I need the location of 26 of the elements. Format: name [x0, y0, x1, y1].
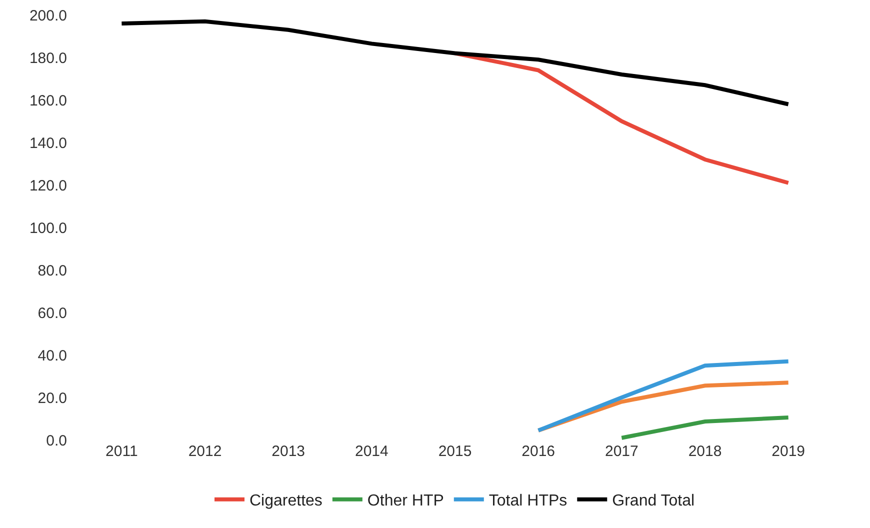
legend-label: Grand Total: [612, 492, 695, 510]
x-tick-label: 2013: [272, 443, 306, 460]
line-series: [536, 359, 790, 432]
y-tick-label: 20.0: [38, 390, 67, 407]
y-tick-label: 180.0: [29, 50, 67, 67]
legend-label: Total HTPs: [488, 492, 568, 510]
y-tick-label: 40.0: [38, 347, 67, 364]
x-tick-label: 2018: [688, 443, 722, 460]
line-series: [120, 19, 790, 106]
y-tick-label: 120.0: [29, 177, 67, 194]
x-tick-label: 2017: [604, 443, 638, 460]
y-tick-label: 0.0: [46, 432, 67, 450]
y-tick-label: 160.0: [29, 92, 67, 110]
x-tick-label: 2019: [772, 443, 806, 460]
y-tick-label: 60.0: [38, 304, 67, 322]
x-tick-label: 2016: [522, 443, 556, 460]
y-tick-label: 140.0: [29, 134, 67, 152]
legend-label: Other HTP: [367, 492, 444, 510]
x-tick-label: 2014: [354, 443, 388, 460]
legend-label: Cigarettes: [250, 492, 322, 510]
y-tick-label: 100.0: [29, 220, 67, 237]
y-tick-label: 200.0: [29, 7, 67, 24]
x-tick-label: 2011: [106, 443, 138, 460]
x-tick-label: 2012: [188, 443, 222, 460]
y-tick-label: 80.0: [38, 262, 67, 280]
x-tick-label: 2015: [438, 443, 472, 460]
